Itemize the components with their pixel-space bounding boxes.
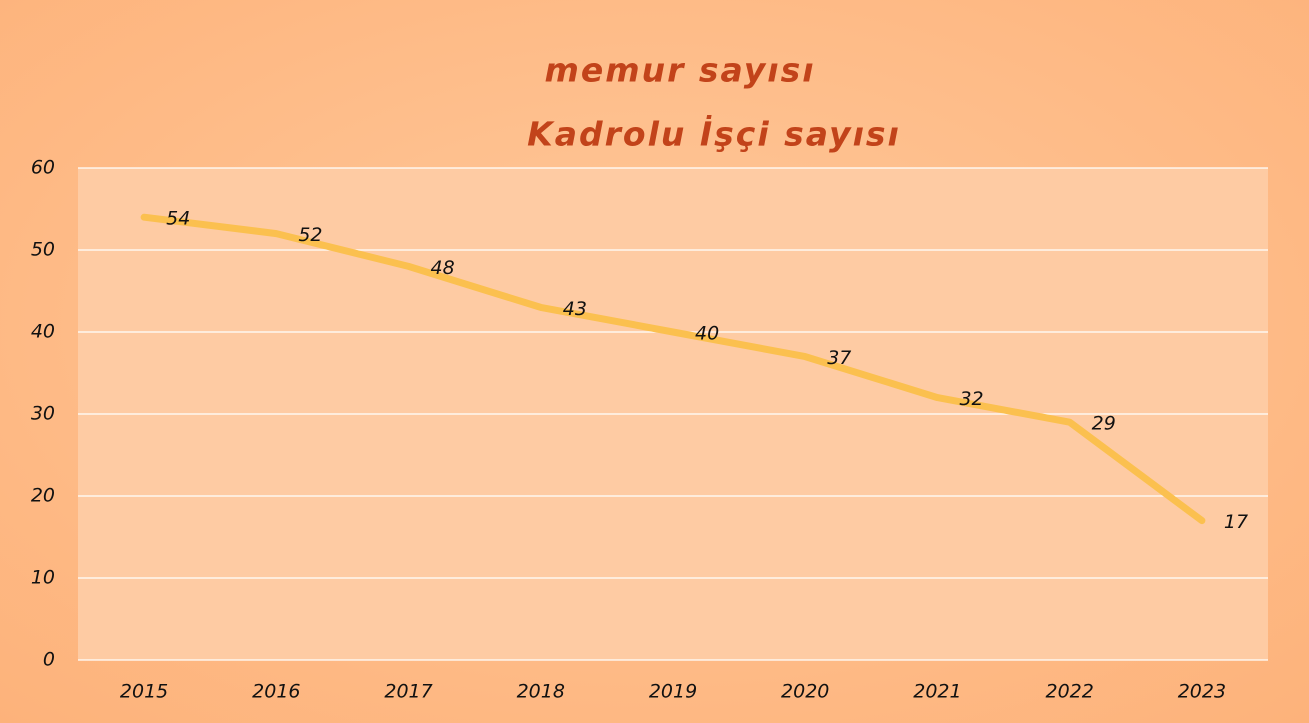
x-tick-label: 2023	[1178, 681, 1226, 703]
x-tick-label: 2022	[1045, 681, 1093, 703]
data-label: 17	[1224, 511, 1248, 533]
data-line	[140, 213, 1206, 525]
chart-title: Kadrolu İşçi sayısı	[527, 114, 901, 154]
x-tick-label: 2018	[517, 681, 565, 703]
data-label: 29	[1092, 413, 1116, 435]
x-tick-label: 2016	[252, 681, 300, 703]
data-label: 40	[695, 323, 719, 345]
data-label: 43	[563, 298, 587, 320]
y-tick-label: 60	[31, 157, 55, 179]
data-label: 48	[431, 257, 455, 279]
y-tick-label: 0	[43, 649, 55, 671]
y-tick-label: 10	[31, 567, 55, 589]
y-tick-label: 50	[31, 239, 55, 261]
y-tick-label: 40	[31, 321, 55, 343]
x-tick-label: 2019	[649, 681, 697, 703]
y-tick-label: 30	[31, 403, 55, 425]
data-label: 37	[827, 347, 851, 369]
data-label: 52	[298, 224, 322, 246]
chart-subtitle: memur sayısı	[544, 51, 815, 90]
x-tick-label: 2017	[384, 681, 432, 703]
y-tick-label: 20	[31, 485, 55, 507]
data-label: 54	[166, 208, 190, 230]
x-tick-label: 2020	[781, 681, 829, 703]
x-tick-label: 2021	[913, 681, 961, 703]
data-label: 32	[959, 388, 983, 410]
x-tick-label: 2015	[120, 681, 168, 703]
